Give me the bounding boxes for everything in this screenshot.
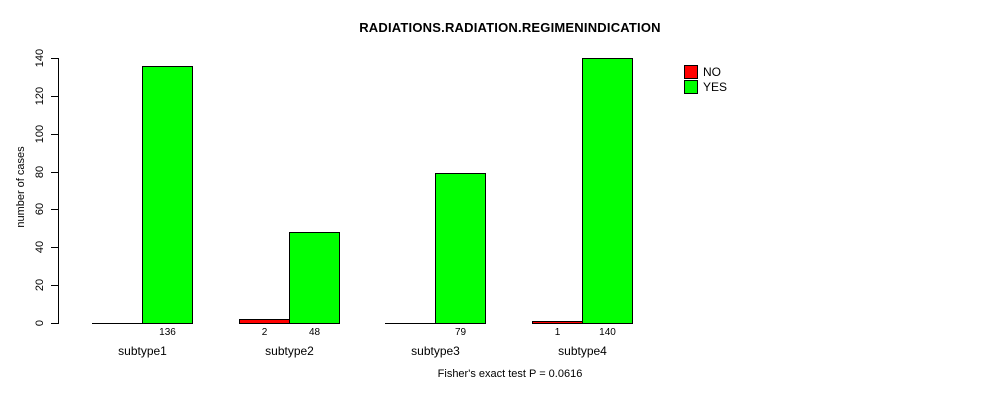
bar-value-label: 136 xyxy=(159,327,176,338)
y-tick-label: 120 xyxy=(34,86,46,106)
y-tick-label: 0 xyxy=(34,319,46,327)
caption: Fisher's exact test P = 0.0616 xyxy=(437,368,583,380)
legend: NO YES xyxy=(684,65,727,95)
y-tick-mark xyxy=(51,134,58,135)
x-category-label: subtype1 xyxy=(118,344,167,358)
y-tick-mark xyxy=(51,285,58,286)
legend-item-no: NO xyxy=(684,65,727,79)
legend-swatch-no-icon xyxy=(684,65,698,79)
y-tick-mark xyxy=(51,96,58,97)
bar-subtype2-yes xyxy=(289,232,340,324)
y-tick-label: 100 xyxy=(34,124,46,144)
bar-subtype1-no xyxy=(92,323,143,324)
y-tick-label: 140 xyxy=(34,48,46,68)
bar-subtype3-no xyxy=(385,323,436,324)
bar-subtype4-no xyxy=(532,321,583,324)
y-tick-mark xyxy=(51,172,58,173)
bar-value-label: 79 xyxy=(454,327,467,338)
x-category-label: subtype3 xyxy=(411,344,460,358)
legend-label-no: NO xyxy=(703,65,721,79)
bar-value-label: 1 xyxy=(554,327,561,338)
legend-label-yes: YES xyxy=(703,80,728,94)
chart-title: RADIATIONS.RADIATION.REGIMENINDICATION xyxy=(359,20,661,35)
y-tick-mark xyxy=(51,209,58,210)
y-tick-mark xyxy=(51,58,58,59)
bar-subtype1-yes xyxy=(142,66,193,324)
y-axis-title: number of cases xyxy=(15,146,27,228)
y-tick-label: 80 xyxy=(34,165,46,179)
bar-subtype2-no xyxy=(239,319,290,324)
x-category-label: subtype2 xyxy=(265,344,314,358)
bar-subtype3-yes xyxy=(435,173,486,324)
bar-value-label: 48 xyxy=(308,327,321,338)
y-tick-mark xyxy=(51,323,58,324)
y-tick-label: 40 xyxy=(34,240,46,254)
legend-swatch-yes-icon xyxy=(684,80,698,94)
x-category-label: subtype4 xyxy=(558,344,607,358)
y-tick-mark xyxy=(51,247,58,248)
bar-value-label: 2 xyxy=(261,327,268,338)
legend-item-yes: YES xyxy=(684,80,727,94)
y-tick-label: 20 xyxy=(34,278,46,292)
y-axis-line xyxy=(58,58,59,324)
bar-value-label: 140 xyxy=(599,327,616,338)
y-tick-label: 60 xyxy=(34,202,46,216)
bar-subtype4-yes xyxy=(582,58,633,324)
